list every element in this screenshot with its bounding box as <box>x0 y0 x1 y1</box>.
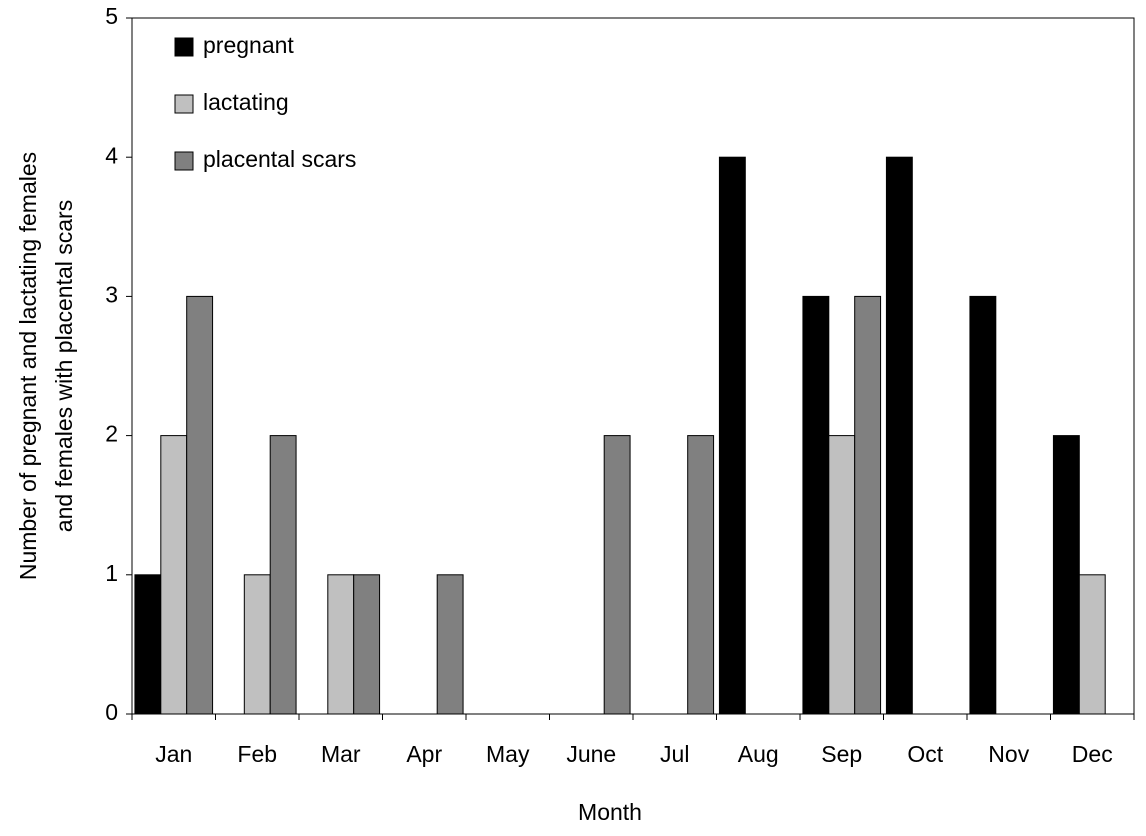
bar <box>327 574 355 715</box>
y-axis-label: Number of pregnant and lactating females… <box>15 152 77 580</box>
bar <box>243 574 271 715</box>
bar <box>1052 435 1080 715</box>
bar <box>134 574 162 715</box>
bar <box>353 574 381 715</box>
bar <box>186 295 214 715</box>
legend-swatch <box>174 151 194 171</box>
x-tick-label: Oct <box>907 741 943 767</box>
bar <box>854 295 882 715</box>
x-axis-label: Month <box>578 799 642 825</box>
bar <box>885 156 913 715</box>
y-tick-label: 5 <box>105 3 118 29</box>
bar <box>436 574 464 715</box>
y-axis-label-line: and females with placental scars <box>51 200 77 532</box>
x-tick-label: Jan <box>155 741 192 767</box>
bar <box>969 295 997 715</box>
x-tick-label: Jul <box>660 741 689 767</box>
legend-label: placental scars <box>203 146 356 172</box>
y-axis-label-line: Number of pregnant and lactating females <box>15 152 41 580</box>
bar <box>603 435 631 715</box>
legend-swatch <box>174 37 194 57</box>
legend-label: pregnant <box>203 32 294 58</box>
y-tick-label: 4 <box>105 142 118 168</box>
x-tick-label: Dec <box>1072 741 1113 767</box>
y-tick-label: 0 <box>105 699 118 725</box>
bar <box>828 435 856 715</box>
x-tick-label: Aug <box>738 741 779 767</box>
legend-swatch <box>174 94 194 114</box>
x-tick-label: June <box>566 741 616 767</box>
x-tick-label: Mar <box>321 741 361 767</box>
x-tick-label: May <box>486 741 530 767</box>
y-tick-label: 1 <box>105 560 118 586</box>
bar <box>687 435 715 715</box>
x-tick-label: Sep <box>821 741 862 767</box>
plot-frame <box>131 17 1135 715</box>
x-tick-label: Feb <box>237 741 277 767</box>
y-tick-label: 2 <box>105 421 118 447</box>
bar <box>1078 574 1106 715</box>
bar <box>160 435 188 715</box>
bar <box>269 435 297 715</box>
x-tick-label: Apr <box>406 741 442 767</box>
x-tick-label: Nov <box>988 741 1029 767</box>
legend-label: lactating <box>203 89 289 115</box>
y-tick-label: 3 <box>105 281 118 307</box>
bar <box>802 295 830 715</box>
bar <box>718 156 746 715</box>
